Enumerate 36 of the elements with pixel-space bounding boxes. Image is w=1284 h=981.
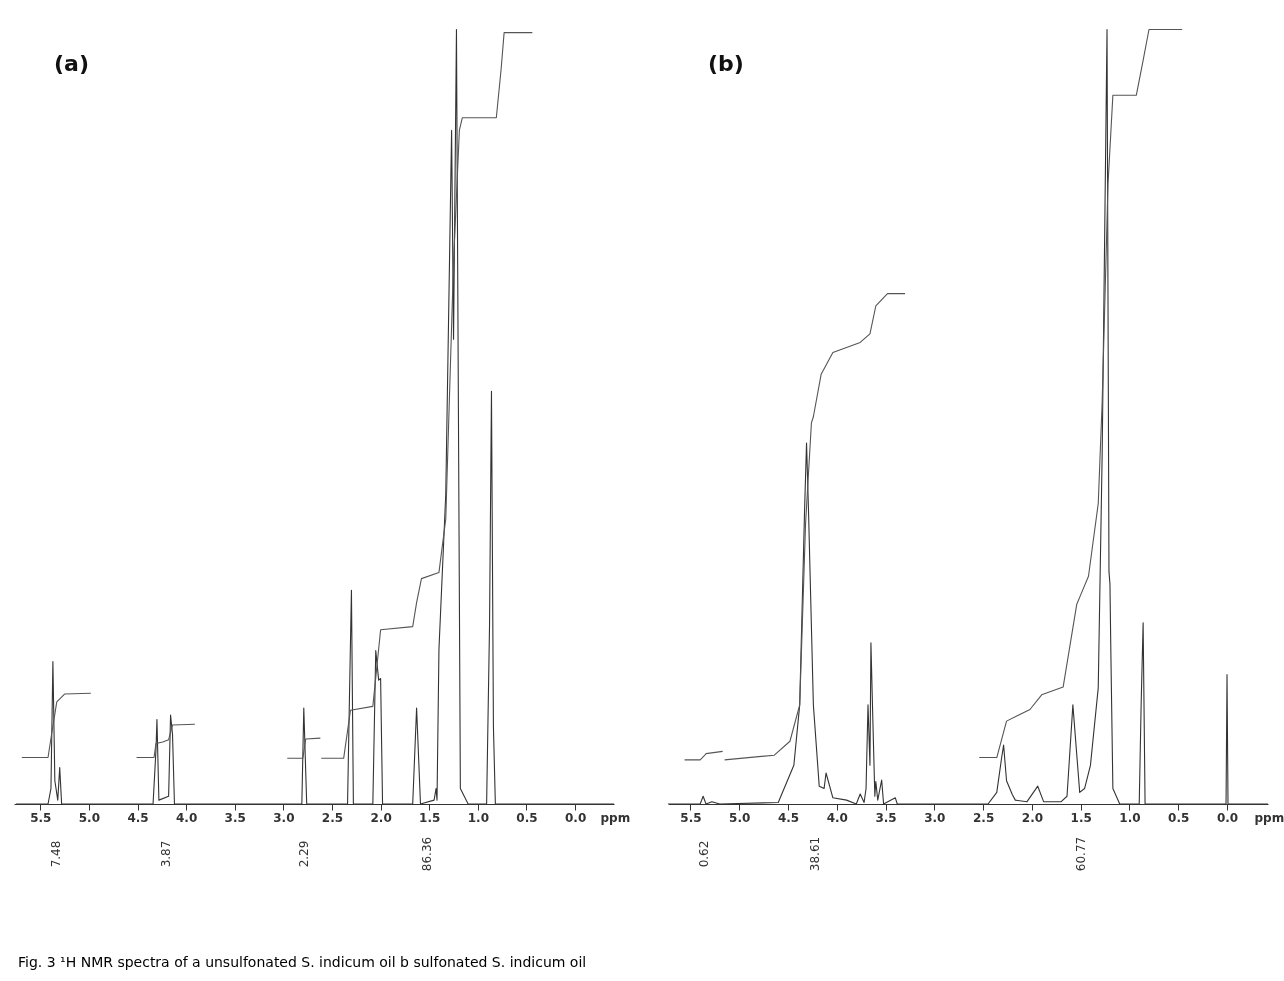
text: 0.62 [696,840,711,868]
x-tick-label: 5.5 [680,810,702,825]
x-tick-label: 4.0 [175,810,198,825]
x-tick-label: 4.0 [826,810,848,825]
text: (b) [708,51,744,76]
x-tick-label: 0.0 [564,810,587,825]
x-tick-label: 0.5 [516,810,538,825]
caption: Fig. 3 ¹H NMR spectra of a unsulfonated S. indicum oil b sulfonated S. indicum oil [18,954,588,970]
x-tick-label: 2.5 [321,810,344,825]
x-tick-label: 2.0 [1021,810,1044,825]
x-tick-label: 3.0 [273,810,295,825]
x-tick-label: 4.5 [777,810,800,825]
x-tick-label: 1.5 [419,810,441,825]
x-axis-title: ppm [600,810,631,825]
x-tick-label: 5.0 [729,810,751,825]
text: (a) [54,51,89,76]
x-tick-label: 2.0 [370,810,392,825]
text: 60.77 [1073,836,1088,872]
text: 86.36 [419,836,434,872]
text: 7.48 [49,840,64,868]
x-tick-label: 4.5 [127,810,149,825]
x-axis-title: ppm [1254,810,1284,825]
x-tick-label: 3.0 [924,810,946,825]
x-tick-label: 5.0 [78,810,101,825]
text: 2.29 [296,840,311,868]
x-tick-label: 1.5 [1070,810,1092,825]
x-tick-label: 0.0 [1216,810,1239,825]
x-tick-label: 5.5 [30,810,52,825]
x-tick-label: 2.5 [972,810,995,825]
x-tick-label: 0.5 [1168,810,1190,825]
text: 38.61 [807,836,822,872]
x-tick-label: 3.5 [224,810,246,825]
x-tick-label: 3.5 [875,810,897,825]
x-tick-label: 1.0 [467,810,489,825]
text: 3.87 [158,840,173,868]
x-tick-label: 1.0 [1119,810,1141,825]
